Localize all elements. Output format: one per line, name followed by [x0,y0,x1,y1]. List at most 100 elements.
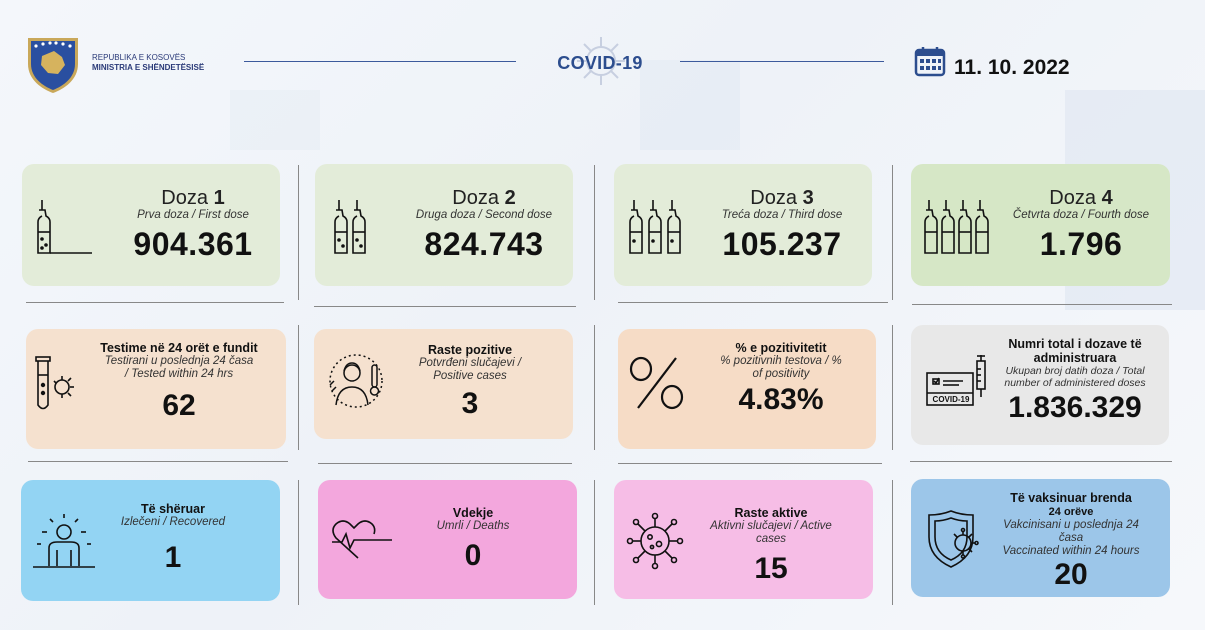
vaccinated-24h-subtitle: Vakcinisani u poslednja 24 časa [1003,519,1139,544]
dose-3-subtitle: Treća doza / Third dose [721,209,843,221]
dose-1-subtitle: Prva doza / First dose [137,209,249,221]
coronavirus-watermark-icon [577,37,625,85]
virus-icon [626,512,684,570]
recovered-text: Të shëruar Izlečeni / Recovered 1 [111,502,235,575]
total-doses-card: COVID-19 Numri total i dozave të adminis… [911,325,1169,445]
test-tube-icon [35,356,74,410]
positive-cases-title: Raste pozitive [427,343,513,357]
vaccinated-24h-title: Të vaksinuar brenda [1010,491,1132,505]
tests-title: Testime në 24 orët e fundit [100,341,258,355]
positive-cases-value: 3 [461,387,479,420]
total-doses-value: 1.836.329 [1008,391,1142,424]
report-date: 11. 10. 2022 [954,56,1070,79]
dose-3-value: 105.237 [722,226,842,262]
org-line-2: MINISTRIA E SHËNDETËSISË [92,63,205,72]
positivity-card: % e pozitivitetit % pozitivnih testova /… [618,329,876,449]
org-line-1: REPUBLIKA E KOSOVËS [92,53,186,62]
percent-icon [629,356,684,410]
deaths-subtitle: Umrli / Deaths [436,520,510,532]
recovered-card: Të shëruar Izlečeni / Recovered 1 [21,480,280,601]
four-vials-icon [924,200,989,254]
shield-virus-icon [928,510,979,568]
recovered-title: Të shëruar [141,502,205,516]
dose-2-card: Doza 2 Druga doza / Second dose 824.743 [315,164,573,286]
column-separator [298,165,299,300]
dose-4-subtitle: Četvrta doza / Fourth dose [1012,209,1150,221]
covid-title: COVID-19 [541,37,659,85]
dose-2-subtitle: Druga doza / Second dose [415,209,553,221]
row-separator [912,304,1172,305]
column-separator [892,165,893,300]
row-separator [618,463,882,464]
active-cases-title: Raste aktive [734,506,808,520]
dose-3-card: Doza 3 Treća doza / Third dose 105.237 [614,164,872,286]
column-separator [594,165,595,300]
column-separator [892,480,893,605]
dose-1-text: Doza 1 Prva doza / First dose 904.361 [118,187,268,262]
dose-1-card: Doza 1 Prva doza / First dose 904.361 [22,164,280,286]
single-vial-icon [37,200,92,254]
recovered-subtitle: Izlečeni / Recovered [120,516,226,528]
vaccinated-24h-text: Të vaksinuar brenda 24 orëve Vakcinisani… [991,491,1151,592]
row-separator [314,306,576,307]
total-doses-title: Numri total i dozave të administruara [1008,337,1142,365]
tests-card: Testime në 24 orët e fundit Testirani u … [26,329,286,449]
kosovo-coat-of-arms-icon [28,38,78,93]
dose-4-value: 1.796 [1039,226,1123,262]
row-separator [318,463,572,464]
dose-2-title: Doza 2 [452,187,516,209]
deaths-text: Vdekje Umrli / Deaths 0 [408,506,538,573]
vaccinated-24h-subtitle-line2: Vaccinated within 24 hours [1002,545,1140,557]
vaccinated-24h-value: 20 [1054,558,1088,591]
tests-subtitle: Testirani u poslednja 24 časa / Tested w… [104,355,254,380]
positivity-title: % e pozitivitetit [735,341,827,355]
vaccinated-24h-card: Të vaksinuar brenda 24 orëve Vakcinisani… [911,479,1170,597]
dose-2-value: 824.743 [424,226,544,262]
dose-3-title: Doza 3 [750,187,814,209]
dose-1-title: Doza 1 [161,187,225,209]
column-separator [594,325,595,450]
page-title: COVID-19 [557,53,643,73]
column-separator [594,480,595,605]
column-separator [298,480,299,605]
recovered-person-icon [33,514,95,568]
positivity-value: 4.83% [738,383,824,416]
vaccinated-24h-title-line2: 24 orëve [1048,506,1094,518]
tests-text: Testime në 24 orët e fundit Testirani u … [74,341,284,423]
tests-value: 62 [162,389,196,422]
calendar-icon [914,47,946,77]
positivity-text: % e pozitivitetit % pozitivnih testova /… [706,341,856,417]
dose-3-text: Doza 3 Treća doza / Third dose 105.237 [706,187,858,262]
active-cases-card: Raste aktive Aktivni slučajevi / Active … [614,480,873,599]
two-vials-icon [334,200,366,254]
column-separator [298,325,299,450]
dose-2-text: Doza 2 Druga doza / Second dose 824.743 [407,187,561,262]
heartbeat-icon [332,520,392,559]
ministry-name: REPUBLIKA E KOSOVËS MINISTRIA E SHËNDETË… [92,53,204,73]
three-vials-icon [629,200,681,254]
active-cases-text: Raste aktive Aktivni slučajevi / Active … [696,506,846,586]
deaths-value: 0 [464,539,482,572]
dose-4-title: Doza 4 [1049,187,1113,209]
positive-cases-subtitle: Potvrđeni slučajevi / Positive cases [418,357,522,382]
recovered-value: 1 [164,541,182,574]
vaccine-certificate-icon [926,355,986,406]
deaths-card: Vdekje Umrli / Deaths 0 [318,480,577,599]
column-separator [892,325,893,450]
sick-person-thermometer-icon [329,354,383,408]
row-separator [28,461,288,462]
dose-1-value: 904.361 [133,226,253,262]
row-separator [618,302,888,303]
total-doses-text: Numri total i dozave të administruara Uk… [995,337,1155,425]
row-separator [910,461,1172,462]
header-divider-left [244,61,516,62]
certificate-label: COVID-19 [932,395,970,404]
header-divider-right [680,61,884,62]
row-separator [26,302,284,303]
positivity-subtitle: % pozitivnih testova / % of positivity [720,355,842,380]
header: REPUBLIKA E KOSOVËS MINISTRIA E SHËNDETË… [0,0,1205,110]
active-cases-value: 15 [754,552,788,585]
dose-4-card: Doza 4 Četvrta doza / Fourth dose 1.796 [911,164,1170,286]
dose-4-text: Doza 4 Četvrta doza / Fourth dose 1.796 [999,187,1163,262]
active-cases-subtitle: Aktivni slučajevi / Active cases [710,520,832,545]
